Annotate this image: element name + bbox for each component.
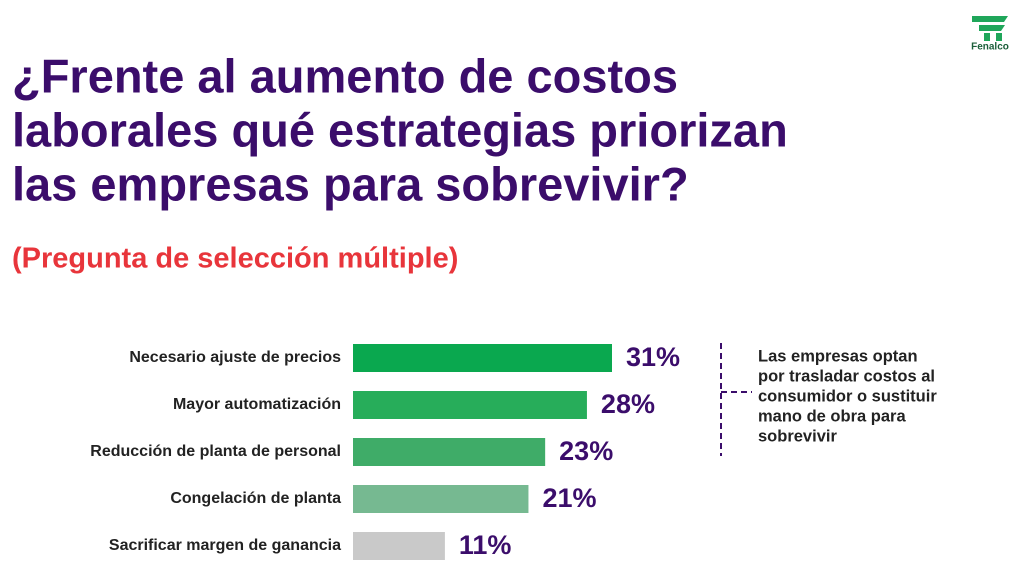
value-label: 31% <box>626 342 680 372</box>
title-line: laborales qué estrategias priorizan <box>12 103 788 156</box>
category-label: Mayor automatización <box>173 396 341 413</box>
title-line: ¿Frente al aumento de costos <box>12 49 678 102</box>
logo-text: Fenalco <box>971 42 1009 53</box>
bar <box>353 391 587 419</box>
value-label: 23% <box>559 436 613 466</box>
category-label: Necesario ajuste de precios <box>129 349 341 366</box>
value-label: 21% <box>542 483 596 513</box>
annotation-text: por trasladar costos al <box>758 367 935 385</box>
category-label: Congelación de planta <box>170 490 341 507</box>
title-line: las empresas para sobrevivir? <box>12 157 689 210</box>
subtitle: (Pregunta de selección múltiple) <box>12 243 458 275</box>
bar <box>353 438 546 466</box>
bar <box>353 344 612 372</box>
annotation-text: sobrevivir <box>758 427 837 445</box>
bar <box>353 532 445 560</box>
annotation-text: mano de obra para <box>758 407 906 425</box>
bar <box>353 485 529 513</box>
value-label: 28% <box>601 389 655 419</box>
logo-icon <box>972 16 1008 41</box>
logo: Fenalco <box>971 16 1009 53</box>
category-label: Reducción de planta de personal <box>90 443 341 460</box>
category-label: Sacrificar margen de ganancia <box>109 537 341 554</box>
annotation-text: consumidor o sustituir <box>758 387 937 405</box>
annotation-text: Las empresas optan <box>758 347 918 365</box>
value-label: 11% <box>459 530 512 560</box>
